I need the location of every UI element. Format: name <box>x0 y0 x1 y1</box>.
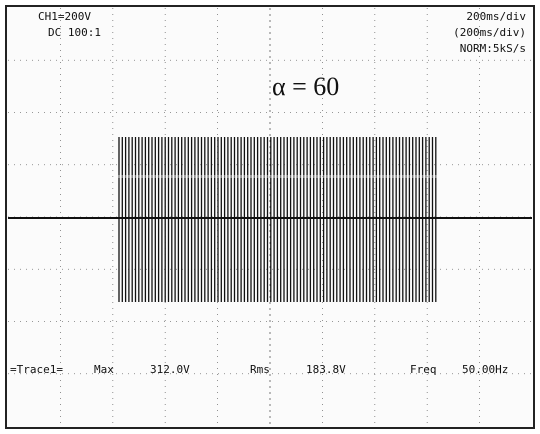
timebase-sub: (200ms/div) <box>453 26 526 39</box>
channel-scale: CH1=200V <box>38 10 91 23</box>
coupling: DC 100:1 <box>48 26 101 39</box>
trace-label: =Trace1= <box>10 363 63 376</box>
max-label: Max <box>94 363 114 376</box>
rms-value: 183.8V <box>306 363 346 376</box>
freq-value: 50.00Hz <box>462 363 508 376</box>
max-value: 312.0V <box>150 363 190 376</box>
freq-label: Freq <box>410 363 437 376</box>
annotation: α = 60 <box>272 72 339 101</box>
acquisition-mode: NORM:5kS/s <box>460 42 526 55</box>
rms-label: Rms <box>250 363 270 376</box>
burst-gap <box>118 175 438 178</box>
timebase: 200ms/div <box>466 10 526 23</box>
oscilloscope-screen: CH1=200V DC 100:1 200ms/div (200ms/div) … <box>0 0 540 434</box>
